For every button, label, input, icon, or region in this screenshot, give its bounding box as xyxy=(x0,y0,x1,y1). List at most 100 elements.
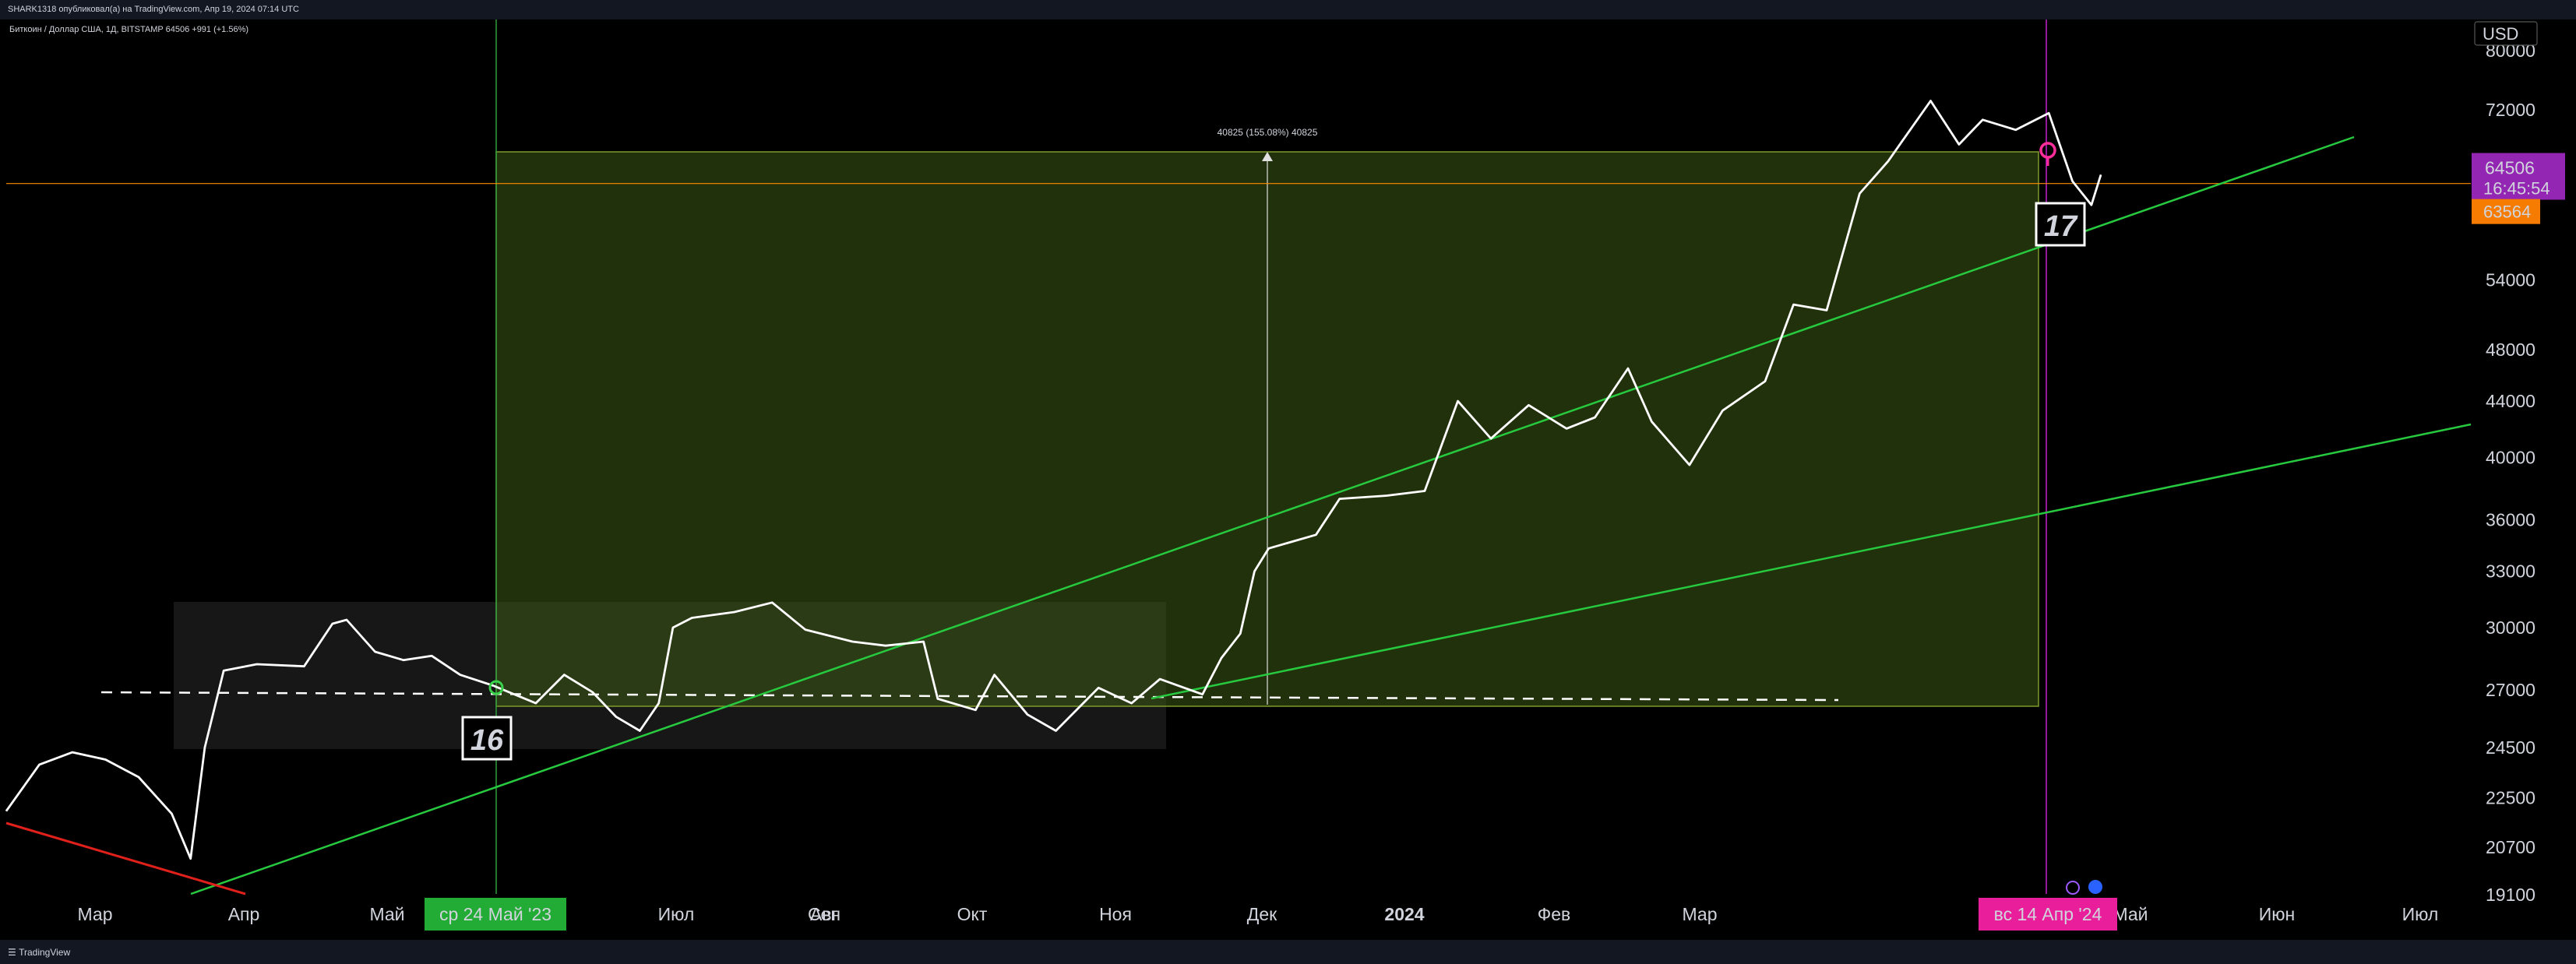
price-point xyxy=(1901,140,1903,142)
price-tick-label: 30000 xyxy=(2486,617,2535,638)
end-date-badge xyxy=(1979,898,2117,931)
price-point xyxy=(1793,304,1794,305)
price-point xyxy=(492,685,494,686)
price-tick-label: 48000 xyxy=(2486,340,2535,360)
event-earnings-icon xyxy=(2088,880,2102,894)
series-layer xyxy=(5,100,2102,860)
price-series-line xyxy=(5,100,2102,860)
price-point xyxy=(734,611,735,613)
price-point xyxy=(1528,404,1529,406)
price-chart[interactable]: 40825 (155.08%) 40825 Биткоин / Доллар СШ… xyxy=(0,19,2576,940)
price-point xyxy=(1982,119,1983,121)
time-tick-label: Июл xyxy=(658,904,695,924)
axis-layer: 8000072000540004800044000400003600033000… xyxy=(77,21,2565,931)
time-tick-label: Мар xyxy=(1682,904,1717,924)
price-point xyxy=(190,858,192,860)
price-point xyxy=(1627,368,1629,369)
price-point xyxy=(72,751,73,753)
current-price-badge xyxy=(2472,153,2565,200)
price-point xyxy=(1254,571,1255,572)
price-point xyxy=(1689,464,1690,466)
price-point xyxy=(2015,129,2017,131)
price-point xyxy=(937,698,939,699)
price-point xyxy=(204,747,206,748)
publisher-caption: SHARK1318 опубликовал(а) на TradingView.… xyxy=(8,5,299,14)
price-point xyxy=(658,702,660,704)
marked-price-label: 63564 xyxy=(2483,202,2531,222)
start-date-label: ср 24 Май '23 xyxy=(439,904,551,924)
price-point xyxy=(974,709,976,711)
price-tick-label: 27000 xyxy=(2486,680,2535,700)
price-point xyxy=(105,759,106,760)
price-point xyxy=(1027,714,1028,716)
time-tick-label: Апр xyxy=(228,904,260,924)
label-layer: 40825 (155.08%) 40825 Биткоин / Доллар СШ… xyxy=(9,25,2086,761)
price-point xyxy=(1202,694,1203,695)
time-tick-label: Фев xyxy=(1538,904,1571,924)
time-tick-label: Май xyxy=(369,904,404,924)
wave-annotation-label: 17 xyxy=(2044,210,2078,243)
price-tick-label: 19100 xyxy=(2486,885,2535,905)
drawing-layer xyxy=(5,19,2472,895)
price-point xyxy=(1721,410,1723,411)
shallow-trend-line xyxy=(1151,423,2472,700)
zone-layer xyxy=(0,19,2576,940)
end-date-label: вс 14 Апр '24 xyxy=(1994,904,2102,924)
price-point xyxy=(1055,730,1056,731)
price-tick-label: 24500 xyxy=(2486,737,2535,758)
start-date-badge xyxy=(425,898,566,931)
time-tick-label: 2024 xyxy=(1384,904,1424,924)
price-point xyxy=(771,602,773,603)
red-trend-line xyxy=(5,822,246,895)
symbol-legend: Биткоин / Доллар США, 1Д, BITSTAMP 64506… xyxy=(9,25,248,34)
price-point xyxy=(615,716,617,718)
time-tick-label: Май xyxy=(2113,904,2148,924)
time-tick-label: Июн xyxy=(2259,904,2295,924)
price-point xyxy=(303,666,305,667)
price-point xyxy=(1131,702,1133,704)
time-tick-label: Авг xyxy=(810,904,838,924)
time-tick-label: Окт xyxy=(957,904,988,924)
marked-price-badge xyxy=(2472,199,2540,224)
price-point xyxy=(1457,400,1458,402)
price-point xyxy=(256,663,258,665)
price-point xyxy=(1339,498,1341,500)
start-marker-icon xyxy=(488,680,504,695)
price-point xyxy=(1651,420,1652,422)
price-tick-label: 44000 xyxy=(2486,391,2535,411)
price-point xyxy=(535,702,537,704)
time-tick-label: Мар xyxy=(77,904,112,924)
time-tick-label: Ноя xyxy=(1099,904,1132,924)
currency-selector xyxy=(2474,21,2538,46)
wave-annotation-box xyxy=(2035,202,2086,247)
countdown-label: 16:45:54 xyxy=(2483,178,2550,198)
tradingview-logo[interactable]: ☰ TradingView xyxy=(8,947,70,958)
price-point xyxy=(1239,633,1241,635)
price-tick-label: 22500 xyxy=(2486,788,2535,808)
price-point xyxy=(1159,678,1161,680)
price-point xyxy=(39,764,40,765)
price-point xyxy=(592,691,594,693)
event-flash-icon xyxy=(2066,881,2080,895)
time-tick-label: Сен xyxy=(808,904,840,924)
price-point xyxy=(994,674,996,676)
price-point xyxy=(1958,144,1960,145)
price-point xyxy=(1566,427,1567,429)
steep-trend-line xyxy=(190,135,2355,895)
price-point xyxy=(1859,193,1860,194)
time-tick-label: Июл xyxy=(2402,904,2439,924)
price-point xyxy=(1887,160,1889,162)
price-point xyxy=(563,674,565,676)
measure-label: 40825 (155.08%) 40825 xyxy=(1218,127,1318,138)
currency-label: USD xyxy=(2483,24,2518,44)
price-point xyxy=(1221,657,1222,659)
price-tick-label: 72000 xyxy=(2486,100,2535,120)
support-dashed-line xyxy=(100,691,1839,702)
tradingview-footer: ☰ TradingView xyxy=(0,940,2576,964)
price-tick-label: 20700 xyxy=(2486,837,2535,857)
tv-logo-icon: ☰ xyxy=(8,947,19,958)
price-tick-label: 36000 xyxy=(2486,510,2535,530)
price-point xyxy=(2100,174,2102,175)
wave-annotation-label: 16 xyxy=(470,724,504,757)
current-price-label: 64506 xyxy=(2485,157,2535,178)
